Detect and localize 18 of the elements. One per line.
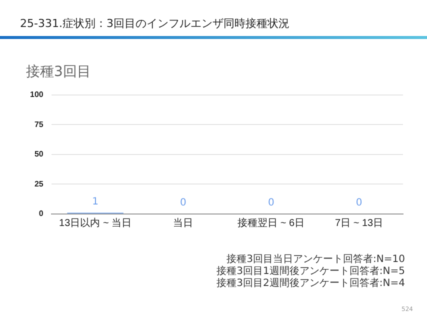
text: 接種3回目2週間後アンケート回答者:N=4 [216,278,405,290]
x-tick-label: 7日 ~ 13日 [334,218,384,229]
x-tick-label: 接種翌日 ~ 6日 [238,216,305,229]
chart-title: 25-331.症状別：3回目のインフルエンザ同時接種状況 [20,16,290,31]
chart-subtitle: 接種3回目 [26,63,91,81]
text: 接種3回目当日アンケート回答者:N=10 [226,254,405,266]
y-tick-label: 50 [34,150,44,159]
data-label: 0 [356,198,362,209]
x-tick-label: 13日以内 ~ 当日 [59,216,132,229]
y-tick-label: 25 [34,179,44,188]
data-label: 0 [268,198,274,209]
data-label: 1 [92,196,98,208]
data-label: 0 [180,198,186,209]
y-tick-label: 0 [38,209,44,218]
y-tick-label: 75 [34,120,44,129]
text: 接種3回目1週間後アンケート回答者:N=5 [216,266,405,278]
y-tick-label: 100 [30,90,44,100]
x-tick-label: 当日 [173,216,194,229]
